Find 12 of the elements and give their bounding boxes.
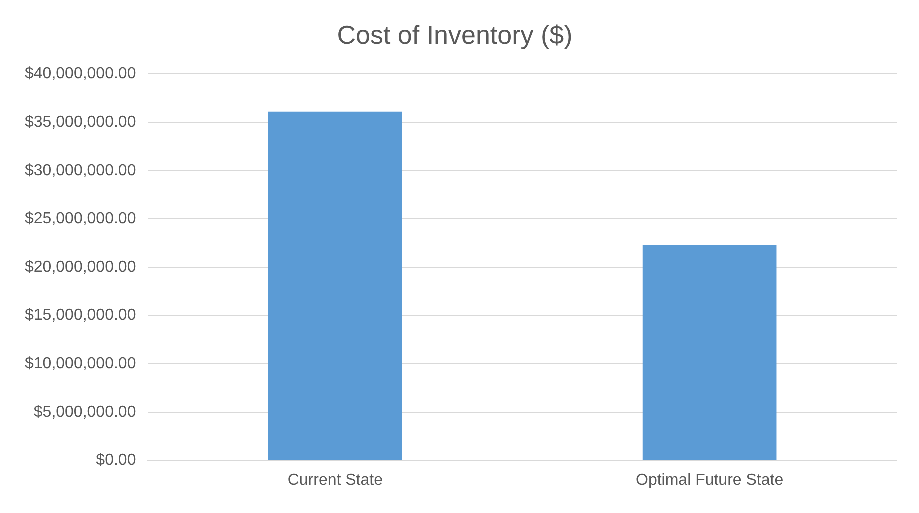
chart-title: Cost of Inventory ($) — [337, 20, 573, 50]
y-tick-label: $5,000,000.00 — [34, 404, 136, 421]
x-tick-label: Optimal Future State — [636, 472, 784, 489]
y-tick-label: $15,000,000.00 — [25, 307, 136, 324]
y-tick-label: $0.00 — [96, 452, 136, 470]
y-tick-label: $25,000,000.00 — [25, 210, 136, 228]
y-tick-label: $40,000,000.00 — [25, 66, 136, 83]
y-tick-label: $10,000,000.00 — [25, 356, 136, 373]
y-tick-label: $30,000,000.00 — [25, 162, 136, 180]
y-tick-label: $20,000,000.00 — [25, 258, 136, 276]
y-tick-label: $35,000,000.00 — [25, 114, 136, 131]
x-tick-label: Current State — [288, 472, 384, 489]
